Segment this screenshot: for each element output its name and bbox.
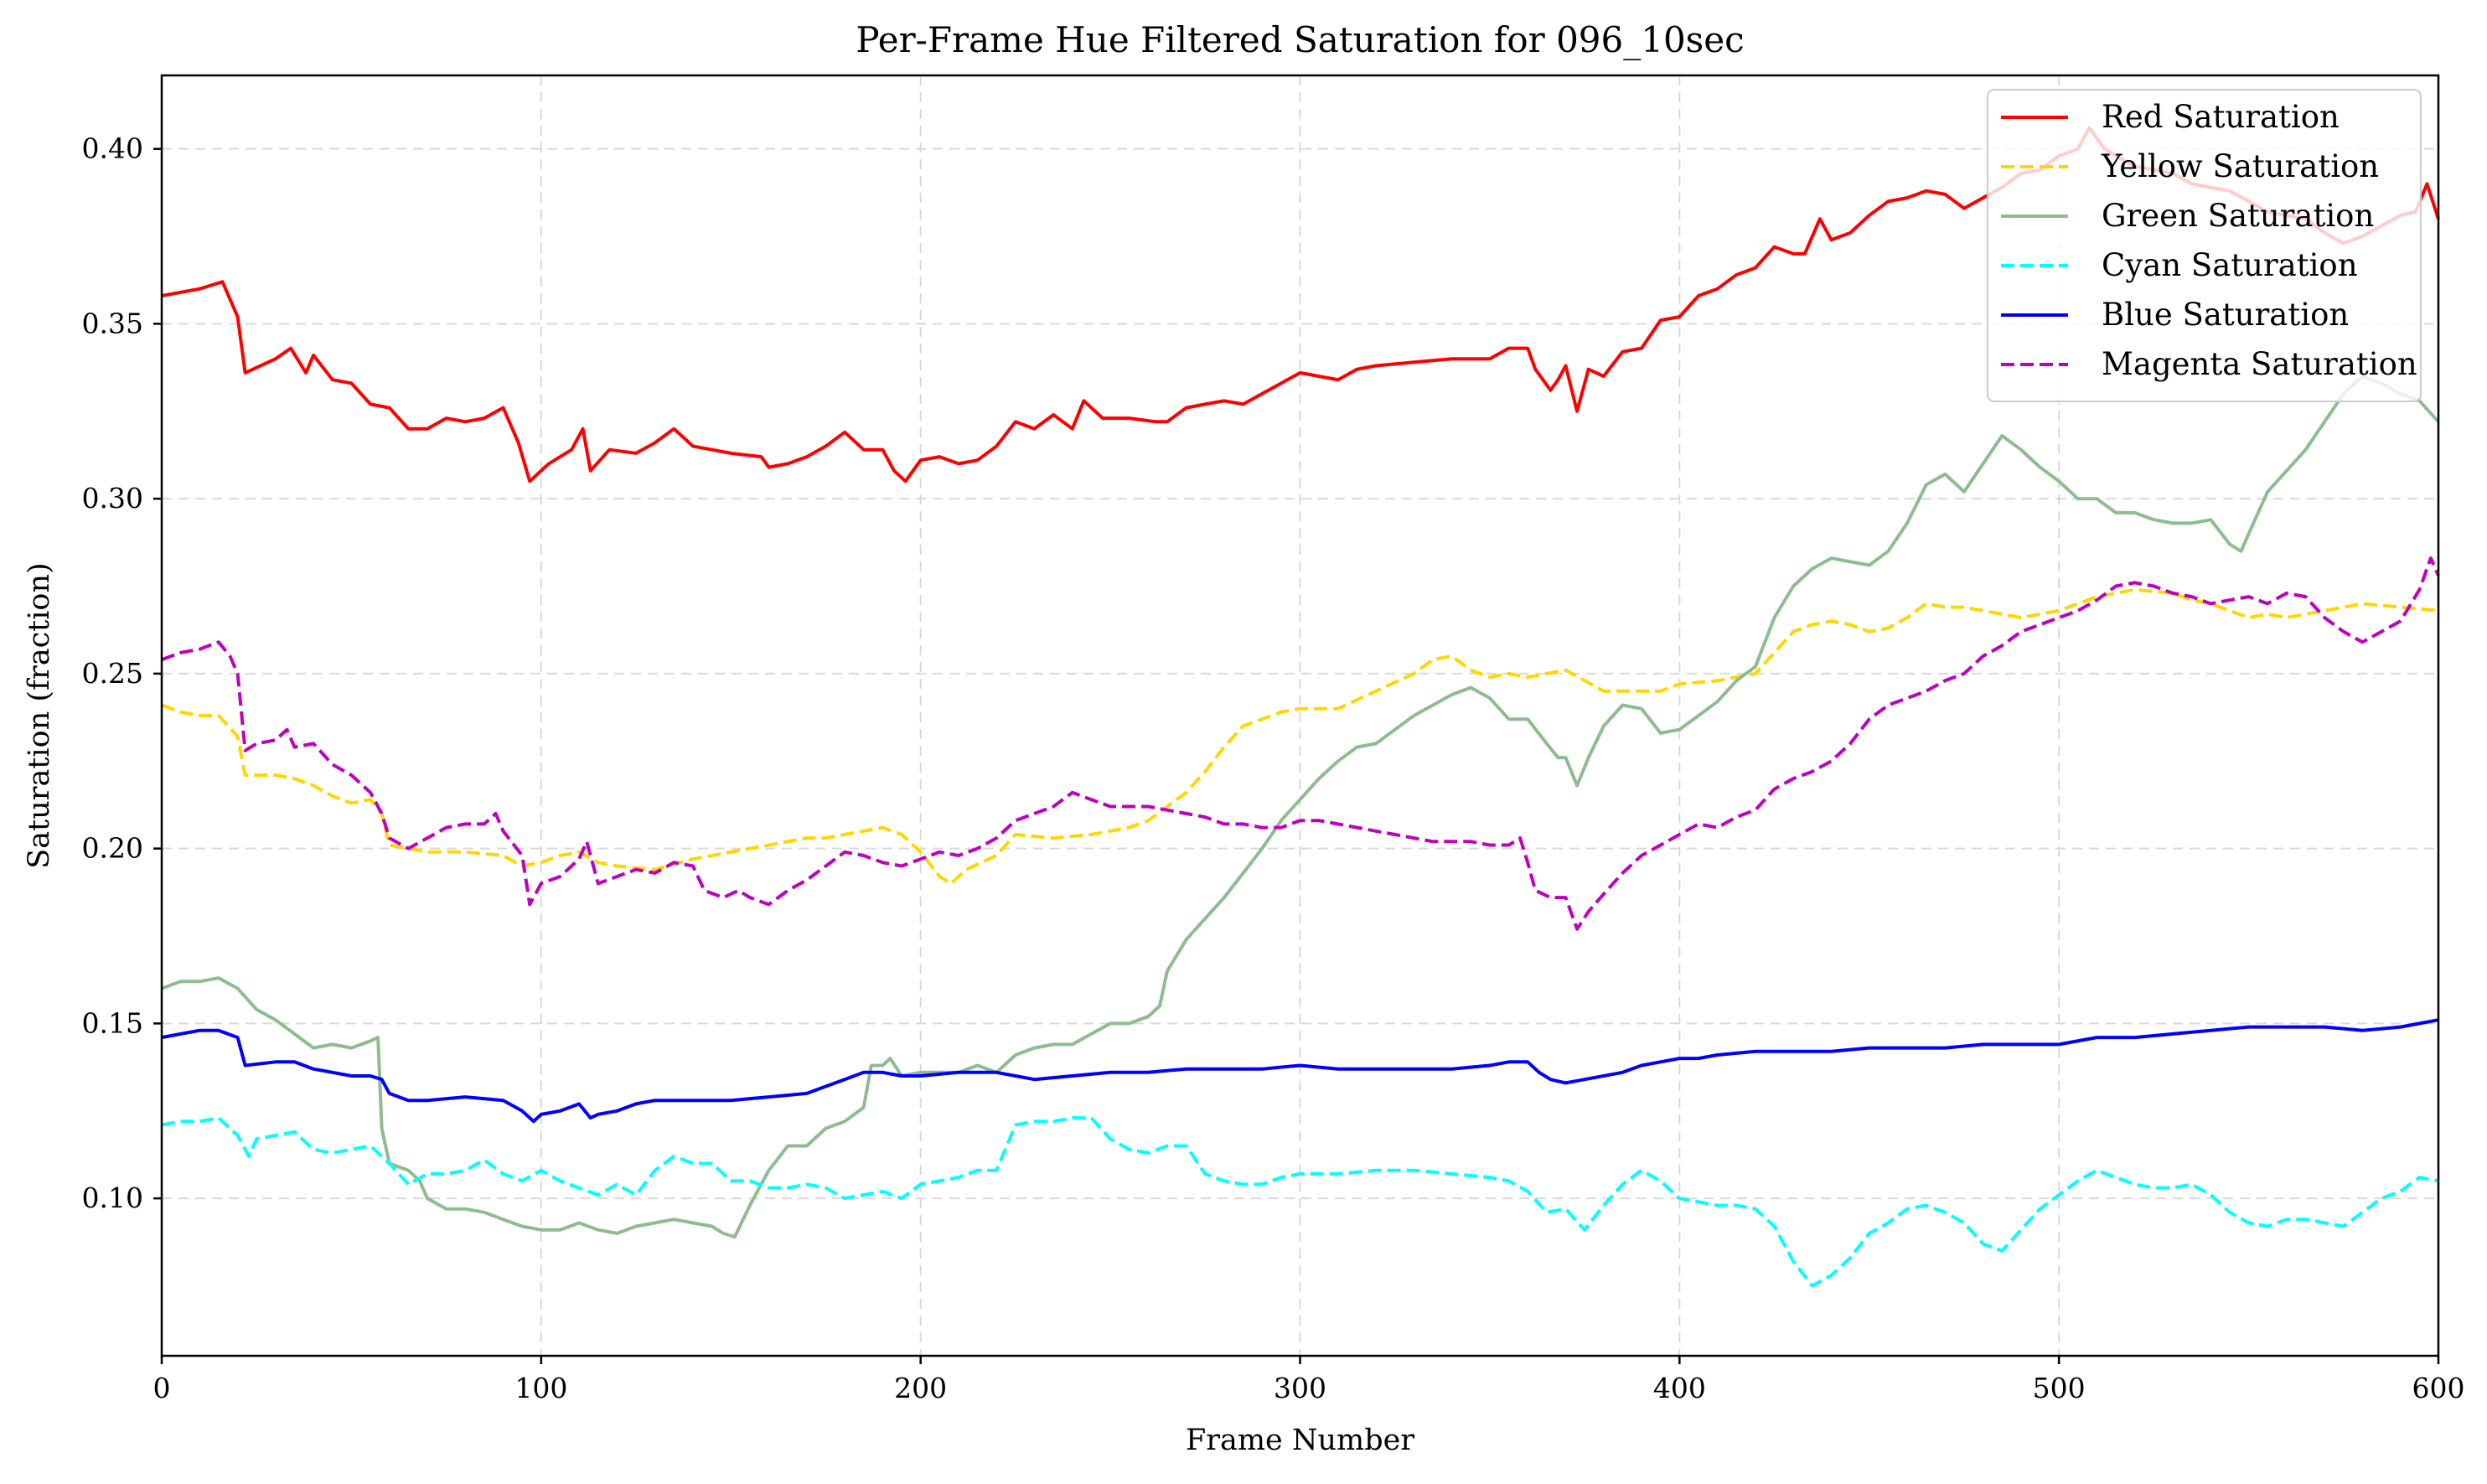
series-line-blue <box>161 1018 2439 1124</box>
y-tick-label: 0.25 <box>82 657 143 690</box>
y-tick-label: 0.15 <box>82 1006 143 1039</box>
y-tick-label: 0.20 <box>82 832 143 865</box>
legend-box <box>1987 89 2422 402</box>
x-tick-label: 500 <box>2033 1372 2086 1404</box>
legend-label: Magenta Saturation <box>2102 346 2417 382</box>
x-tick-label: 600 <box>2412 1372 2465 1404</box>
x-tick-label: 0 <box>153 1372 171 1404</box>
legend-label: Cyan Saturation <box>2102 247 2358 283</box>
plot-area-frame <box>160 74 2440 1357</box>
x-tick-label: 100 <box>514 1372 567 1404</box>
y-tick-label: 0.10 <box>82 1182 143 1214</box>
y-tick-label: 0.40 <box>82 132 143 165</box>
series-line-cyan <box>161 1116 2439 1288</box>
y-axis-label: Saturation (fraction) <box>23 562 56 868</box>
legend: Red Saturation Yellow Saturation Green Sat… <box>1987 89 2422 402</box>
y-tick-label: 0.30 <box>82 482 143 514</box>
y-tick-label: 0.35 <box>82 307 143 339</box>
legend-label: Yellow Saturation <box>2101 148 2379 184</box>
x-tick-label: 300 <box>1274 1372 1326 1404</box>
x-tick-label: 400 <box>1653 1372 1706 1404</box>
series-line-magenta <box>161 556 2440 931</box>
chart-title: Per-Frame Hue Filtered Saturation for 09… <box>856 19 1744 60</box>
x-axis-label: Frame Number <box>1186 1424 1414 1457</box>
legend-label: Blue Saturation <box>2102 297 2349 333</box>
series-lines <box>161 126 2440 1288</box>
legend-label: Green Saturation <box>2102 198 2374 234</box>
series-line-green <box>161 375 2440 1239</box>
axis-ticks: 0 100 200 300 400 500 600 0.10 0.15 0.20 0.25 0.30 0… <box>82 132 2465 1404</box>
x-tick-label: 200 <box>894 1372 947 1404</box>
legend-label: Red Saturation <box>2102 99 2340 135</box>
series-line-yellow <box>161 587 2439 886</box>
